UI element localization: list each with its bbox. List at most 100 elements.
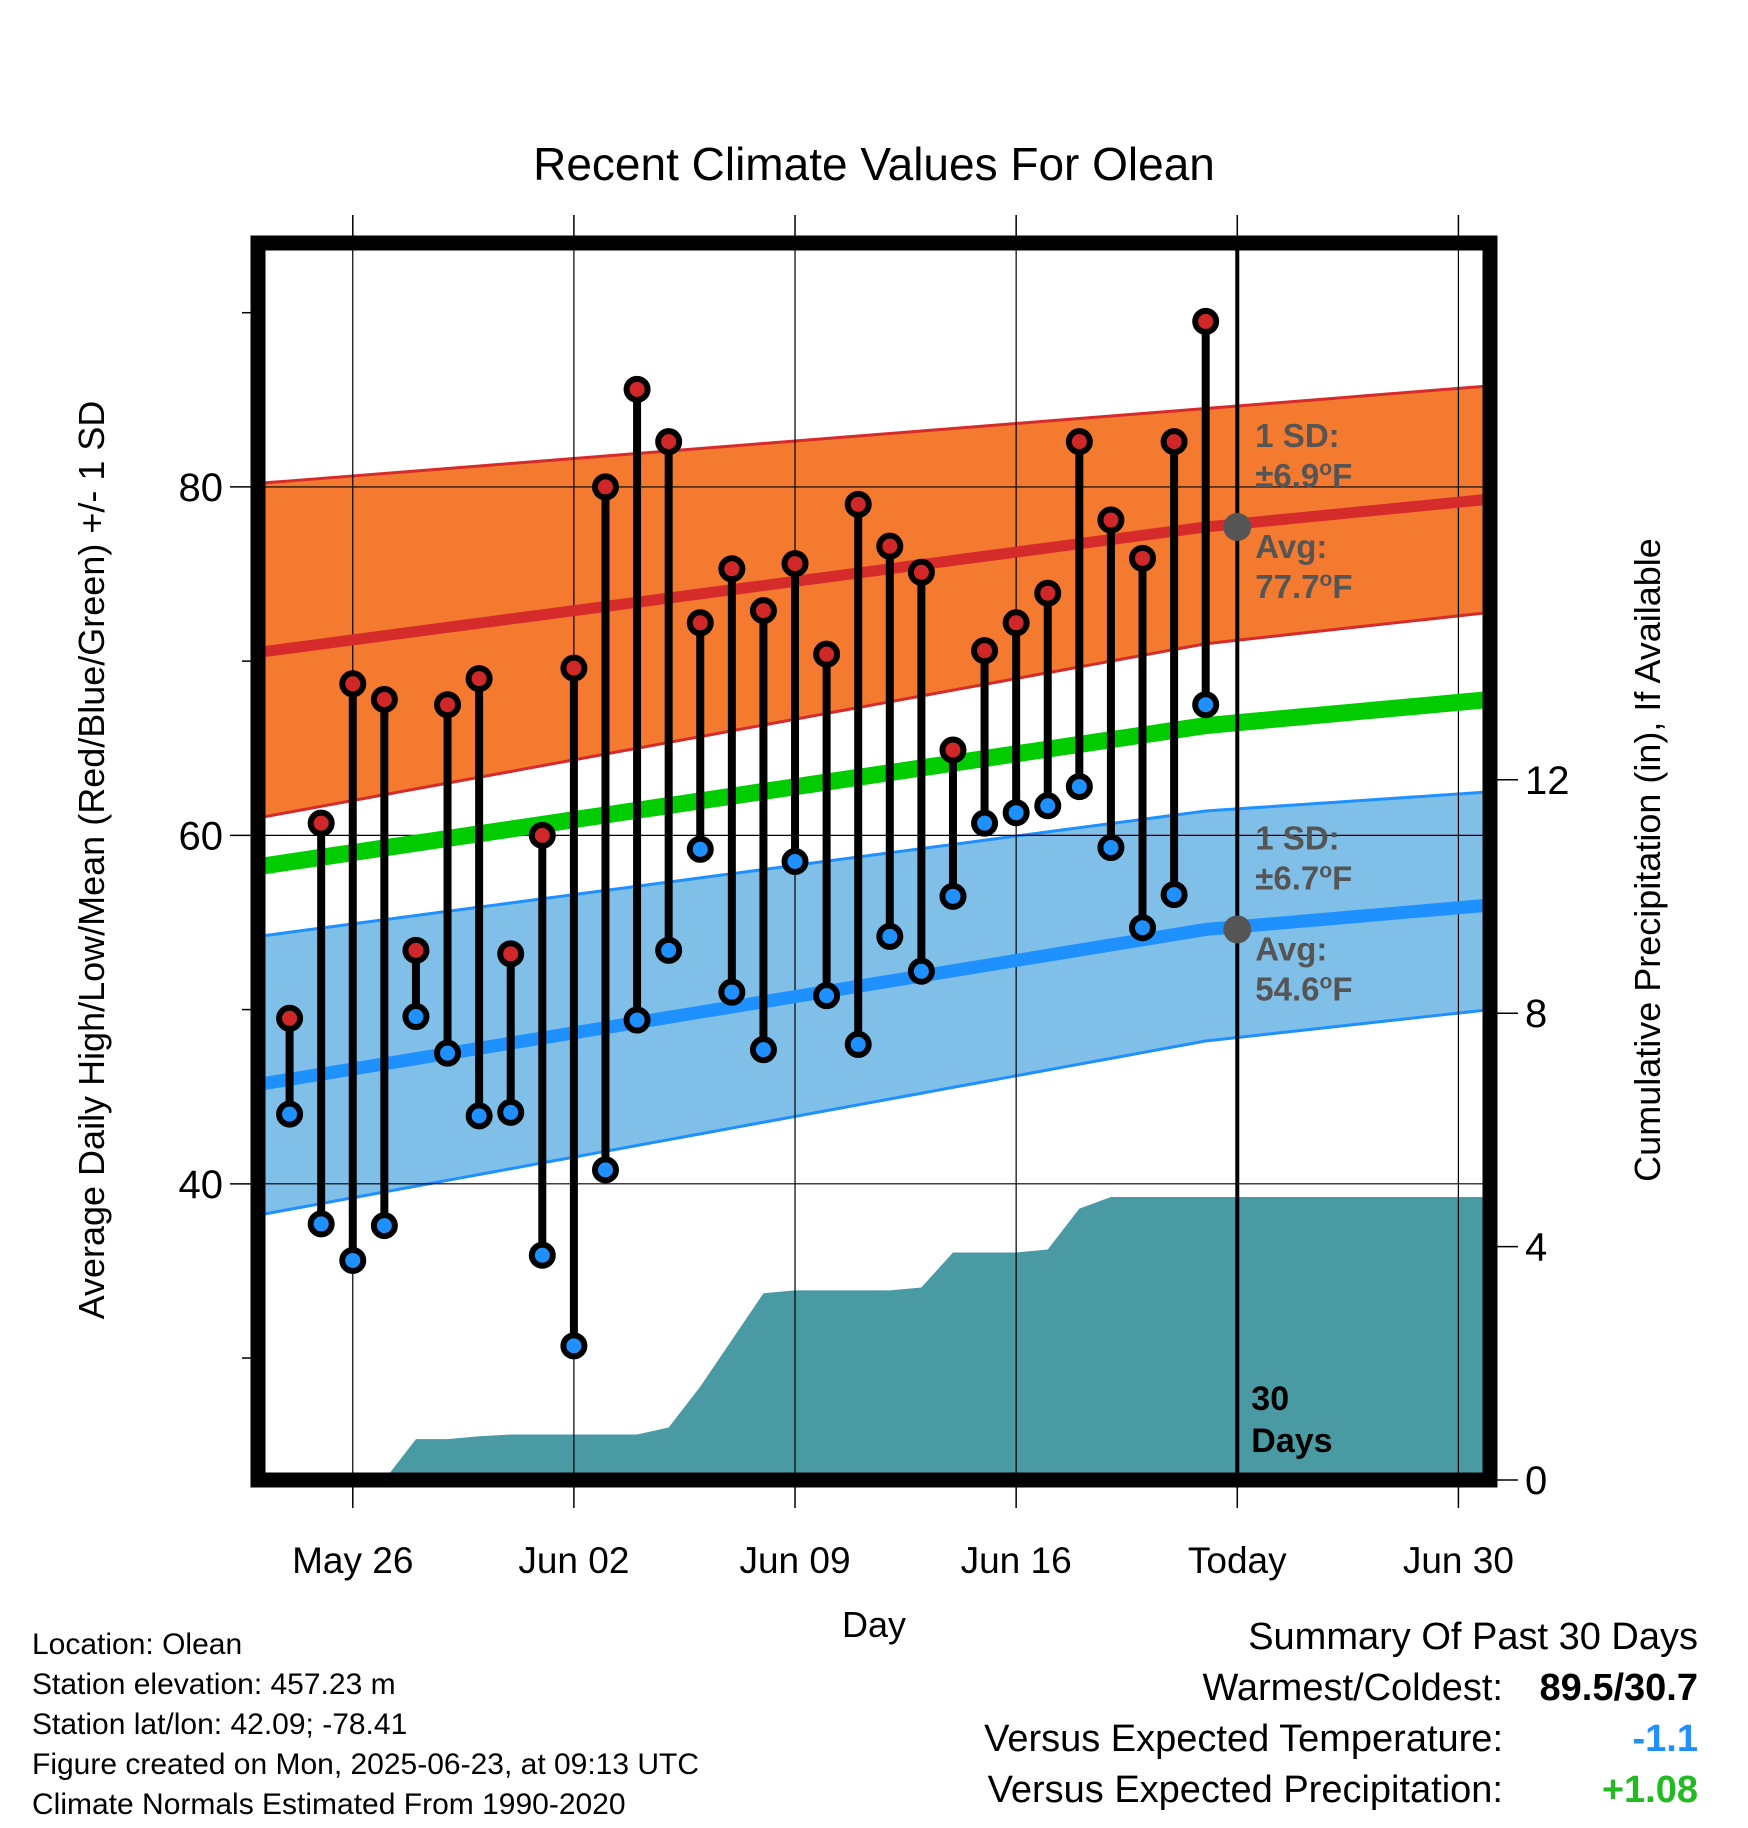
created-text: Figure created on Mon, 2025-06-23, at 09… xyxy=(32,1748,700,1781)
x-tick-label: Jun 30 xyxy=(1403,1540,1514,1581)
daily-low-point xyxy=(528,1241,556,1269)
today-low-marker xyxy=(1223,915,1252,944)
y-tick-label-right: 12 xyxy=(1525,759,1570,803)
y-tick-label-right: 4 xyxy=(1525,1226,1547,1270)
daily-high-point xyxy=(749,597,777,625)
warm-cold-value: 89.5/30.7 xyxy=(1539,1667,1698,1709)
daily-low-point xyxy=(844,1030,872,1058)
warm-cold-row: Warmest/Coldest: 89.5/30.7 xyxy=(798,1663,1698,1714)
daily-low-point xyxy=(1065,773,1093,801)
x-axis-label: Day xyxy=(842,1604,906,1645)
daily-low-point xyxy=(1034,792,1062,820)
precipitation-area xyxy=(321,1197,1490,1480)
daily-low-point xyxy=(1160,881,1188,909)
precip-value: +1.08 xyxy=(1601,1769,1698,1811)
normals-text: Climate Normals Estimated From 1990-2020 xyxy=(32,1788,626,1821)
daily-high-point xyxy=(939,736,967,764)
days-label-0: 30 xyxy=(1251,1380,1289,1418)
daily-high-point xyxy=(813,640,841,668)
chart-title: Recent Climate Values For Olean xyxy=(533,138,1215,190)
daily-high-point xyxy=(907,558,935,586)
daily-high-point xyxy=(876,532,904,560)
plot-area xyxy=(258,243,1490,1480)
daily-high-point xyxy=(497,940,525,968)
avg-high-line xyxy=(258,493,1490,658)
daily-low-point xyxy=(1129,914,1157,942)
daily-high-point xyxy=(402,936,430,964)
daily-high-point xyxy=(465,665,493,693)
daily-low-point xyxy=(1097,834,1125,862)
daily-low-point xyxy=(623,1006,651,1034)
daily-high-point xyxy=(971,637,999,665)
y-axis-label-left: Average Daily High/Low/Mean (Red/Blue/Gr… xyxy=(71,401,112,1320)
days-label-1: Days xyxy=(1251,1422,1332,1460)
avg-low-line xyxy=(258,898,1490,1091)
x-tick-label: Jun 02 xyxy=(518,1540,629,1581)
daily-low-point xyxy=(370,1212,398,1240)
daily-high-point xyxy=(623,375,651,403)
daily-low-point xyxy=(813,982,841,1010)
y-tick-label-left: 60 xyxy=(179,814,224,858)
daily-high-point xyxy=(718,555,746,583)
low-avg-annotation-1: 54.6oF xyxy=(1255,970,1352,1007)
daily-high-point xyxy=(655,428,683,456)
high-sd-annotation-1: ±6.9oF xyxy=(1255,457,1352,494)
daily-high-point xyxy=(339,670,367,698)
high-sd-band xyxy=(258,385,1490,818)
high-avg-annotation-0: Avg: xyxy=(1255,528,1327,565)
summary-title: Summary Of Past 30 Days xyxy=(1248,1616,1698,1658)
daily-high-point xyxy=(370,685,398,713)
high-avg-annotation-1: 77.7oF xyxy=(1255,568,1352,605)
high-sd-band-upper-edge xyxy=(258,384,1490,485)
x-tick-label: Jun 09 xyxy=(739,1540,850,1581)
daily-high-point xyxy=(307,809,335,837)
low-sd-annotation-0: 1 SD: xyxy=(1255,819,1339,856)
precip-row: Versus Expected Precipitation: +1.08 xyxy=(798,1765,1698,1816)
low-avg-annotation-0: Avg: xyxy=(1255,930,1327,967)
summary-panel: Summary Of Past 30 Days Warmest/Coldest:… xyxy=(798,1612,1698,1816)
x-tick-label: May 26 xyxy=(292,1540,413,1581)
y-tick-label-left: 80 xyxy=(179,466,224,510)
temp-label: Versus Expected Temperature: xyxy=(984,1718,1503,1760)
low-sd-band-upper-edge xyxy=(258,790,1490,938)
daily-low-point xyxy=(465,1102,493,1130)
location-text: Location: Olean xyxy=(32,1628,243,1661)
daily-low-point xyxy=(339,1246,367,1274)
warm-cold-label: Warmest/Coldest: xyxy=(1202,1667,1503,1709)
daily-high-point xyxy=(1097,506,1125,534)
daily-low-point xyxy=(907,957,935,985)
daily-high-point xyxy=(686,609,714,637)
plot-frame xyxy=(250,235,1498,1488)
daily-low-point xyxy=(749,1036,777,1064)
x-tick-label: Today xyxy=(1188,1540,1287,1581)
precip-label: Versus Expected Precipitation: xyxy=(987,1769,1503,1811)
daily-low-point xyxy=(591,1156,619,1184)
daily-high-point xyxy=(528,821,556,849)
daily-high-point xyxy=(591,473,619,501)
temp-value: -1.1 xyxy=(1632,1718,1698,1760)
y-tick-label-left: 40 xyxy=(179,1163,224,1207)
high-sd-band-lower-edge xyxy=(258,610,1490,820)
daily-low-point xyxy=(939,882,967,910)
elevation-text: Station elevation: 457.23 m xyxy=(32,1668,396,1701)
daily-low-point xyxy=(434,1039,462,1067)
daily-high-point xyxy=(1034,579,1062,607)
y-tick-label-right: 0 xyxy=(1525,1459,1547,1503)
latlon-text: Station lat/lon: 42.09; -78.41 xyxy=(32,1708,408,1741)
daily-low-point xyxy=(307,1210,335,1238)
daily-high-point xyxy=(1160,428,1188,456)
y-axis-label-right: Cumulative Precipitation (in), If Availa… xyxy=(1627,538,1668,1182)
daily-low-point xyxy=(655,936,683,964)
y-tick-label-right: 8 xyxy=(1525,992,1547,1036)
high-sd-annotation-0: 1 SD: xyxy=(1255,417,1339,454)
daily-high-point xyxy=(781,550,809,578)
temp-row: Versus Expected Temperature: -1.1 xyxy=(798,1714,1698,1765)
daily-high-point xyxy=(1192,307,1220,335)
daily-high-point xyxy=(844,490,872,518)
daily-low-point xyxy=(876,922,904,950)
daily-low-point xyxy=(686,835,714,863)
low-sd-band-lower-edge xyxy=(258,1008,1490,1217)
low-sd-annotation-1: ±6.7oF xyxy=(1255,859,1352,896)
daily-high-point xyxy=(1002,609,1030,637)
